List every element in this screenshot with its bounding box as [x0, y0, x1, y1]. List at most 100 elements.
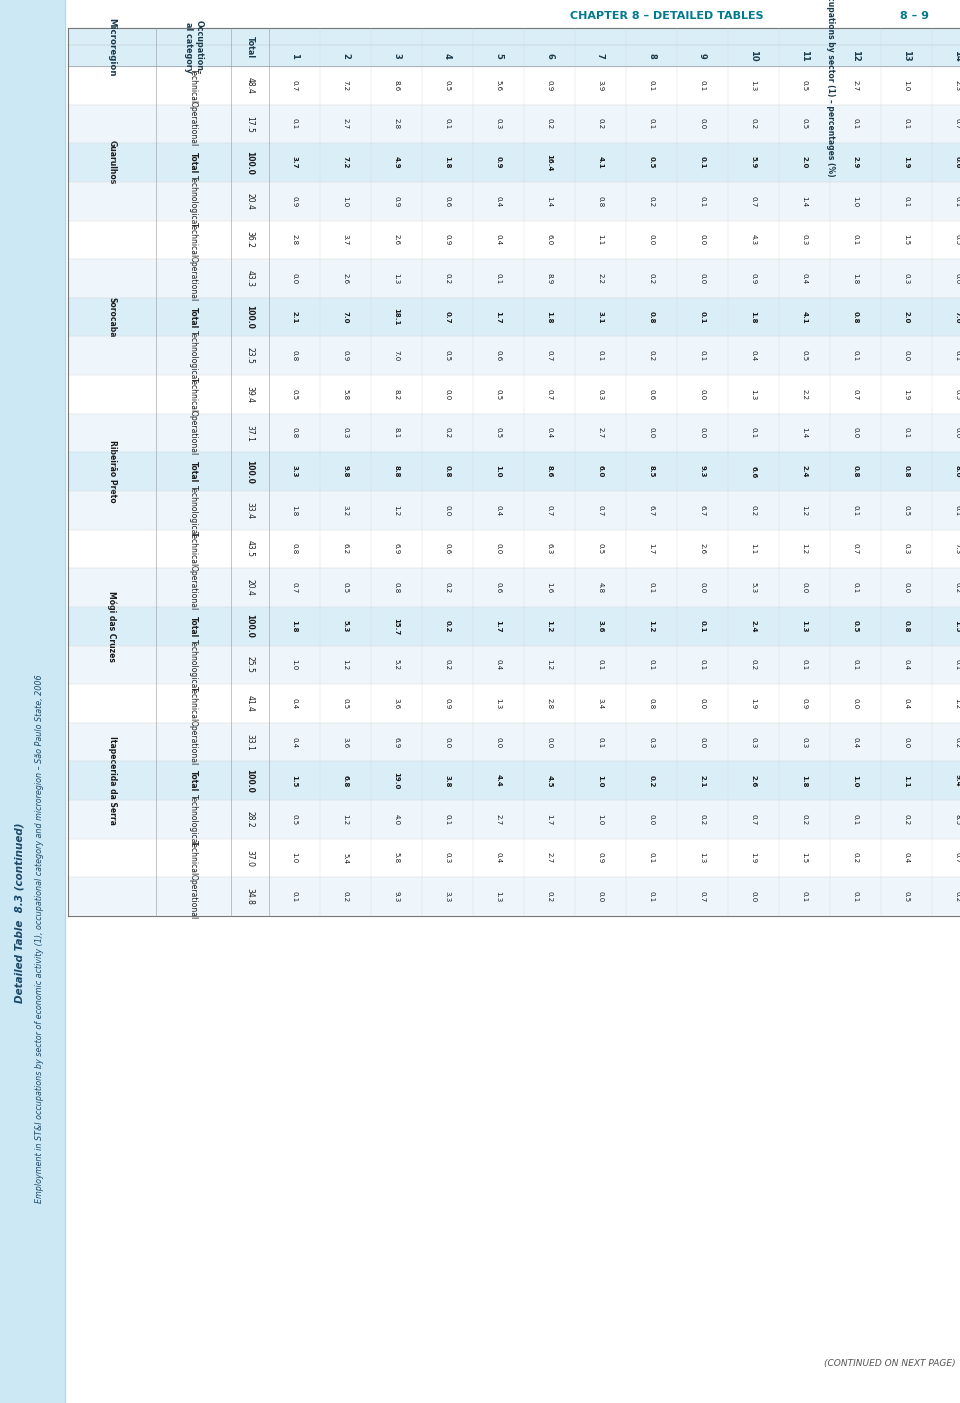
Text: 0.1: 0.1	[700, 659, 706, 671]
Bar	[68, 685, 960, 723]
Text: 0.5: 0.5	[444, 80, 450, 91]
Text: 43.3: 43.3	[246, 269, 254, 288]
Text: 0.5: 0.5	[343, 582, 348, 593]
Bar	[575, 45, 626, 66]
Text: 8.5: 8.5	[649, 466, 655, 478]
Text: 6: 6	[545, 52, 554, 59]
Text: 1.3: 1.3	[495, 891, 501, 902]
Text: 2.1: 2.1	[700, 774, 706, 787]
Text: 6.1: 6.1	[954, 505, 960, 516]
Text: Ribeirão Preto: Ribeirão Preto	[108, 441, 116, 504]
Text: 1.8: 1.8	[546, 311, 553, 323]
Text: 0.0: 0.0	[700, 428, 706, 439]
Text: 0.0: 0.0	[444, 737, 450, 748]
Text: Technical: Technical	[189, 222, 198, 258]
Text: 6.7: 6.7	[700, 505, 706, 516]
Text: 10: 10	[749, 49, 758, 62]
Text: Mógi das Cruzes: Mógi das Cruzes	[108, 591, 117, 662]
Text: 0.5: 0.5	[852, 620, 858, 633]
Bar	[68, 337, 960, 375]
Text: 1.3: 1.3	[700, 853, 706, 864]
Text: 0.5: 0.5	[954, 389, 960, 400]
Text: Technical: Technical	[189, 840, 198, 875]
Text: 0.3: 0.3	[649, 737, 655, 748]
Text: 0.1: 0.1	[903, 195, 909, 206]
Text: 5.9: 5.9	[751, 156, 756, 168]
Bar	[68, 800, 960, 839]
Text: 0.9: 0.9	[546, 80, 553, 91]
Text: 0.1: 0.1	[852, 118, 858, 129]
Text: 0.1: 0.1	[700, 311, 706, 323]
Text: 1.0: 1.0	[852, 774, 858, 787]
Text: 0.8: 0.8	[903, 466, 909, 478]
Bar	[231, 28, 269, 66]
Text: 1.7: 1.7	[495, 311, 501, 323]
Bar	[68, 375, 960, 414]
Text: 0.5: 0.5	[444, 351, 450, 362]
Text: 0.9: 0.9	[444, 697, 450, 709]
Text: 0.4: 0.4	[292, 697, 298, 709]
Text: Sorocaba: Sorocaba	[108, 297, 116, 337]
Text: 1.5: 1.5	[802, 853, 807, 864]
Text: Total: Total	[246, 36, 254, 58]
Text: 1.3: 1.3	[751, 80, 756, 91]
Text: 3.2: 3.2	[343, 505, 348, 516]
Bar	[932, 45, 960, 66]
Text: 0.9: 0.9	[751, 272, 756, 285]
Text: 0.5: 0.5	[597, 543, 604, 554]
Text: 3.8: 3.8	[444, 774, 450, 787]
Text: 0.0: 0.0	[700, 582, 706, 593]
Text: 0.2: 0.2	[700, 814, 706, 825]
Text: 0.9: 0.9	[444, 234, 450, 246]
Text: 0.1: 0.1	[700, 195, 706, 206]
Text: 3.6: 3.6	[394, 697, 399, 709]
Text: 0.7: 0.7	[546, 351, 553, 362]
Text: 4.9: 4.9	[394, 156, 399, 168]
Text: Total: Total	[189, 462, 198, 483]
Text: 1.0: 1.0	[495, 466, 501, 478]
Text: 8.6: 8.6	[546, 466, 553, 478]
Text: 0.4: 0.4	[495, 505, 501, 516]
Text: 15.7: 15.7	[394, 617, 399, 634]
Text: 0.9: 0.9	[343, 351, 348, 362]
Text: Technical: Technical	[189, 532, 198, 567]
Text: 5.8: 5.8	[343, 389, 348, 400]
Text: 2.6: 2.6	[751, 774, 756, 787]
Text: 0.4: 0.4	[903, 853, 909, 864]
Bar	[779, 45, 830, 66]
Text: 13: 13	[902, 49, 911, 62]
Text: 1.3: 1.3	[394, 272, 399, 285]
Text: 0.1: 0.1	[852, 351, 858, 362]
Text: 8: 8	[647, 53, 656, 59]
Text: 0.7: 0.7	[444, 311, 450, 323]
Text: 0.1: 0.1	[444, 814, 450, 825]
Text: 0.4: 0.4	[495, 853, 501, 864]
Text: Operational: Operational	[189, 255, 198, 302]
Text: 4.8: 4.8	[597, 582, 604, 593]
Text: 3.7: 3.7	[292, 156, 298, 168]
Text: 0.7: 0.7	[852, 543, 858, 554]
Text: 0.4: 0.4	[903, 697, 909, 709]
Text: Employment in ST&I occupations by sector of economic activity (1), occupational : Employment in ST&I occupations by sector…	[36, 675, 44, 1202]
Text: 0.0: 0.0	[700, 737, 706, 748]
Text: 0.0: 0.0	[903, 582, 909, 593]
Text: 0.1: 0.1	[700, 351, 706, 362]
Text: 0.2: 0.2	[444, 274, 450, 283]
Text: 3.4: 3.4	[597, 697, 604, 709]
Text: 7.3: 7.3	[954, 543, 960, 554]
Text: 1.8: 1.8	[444, 156, 450, 168]
Text: 0.1: 0.1	[597, 659, 604, 671]
Text: 1.3: 1.3	[802, 620, 807, 633]
Text: 100.0: 100.0	[246, 769, 254, 793]
Text: 3: 3	[392, 53, 401, 59]
Text: 0.4: 0.4	[903, 659, 909, 671]
Bar	[728, 45, 779, 66]
Text: 1.8: 1.8	[802, 774, 807, 787]
Bar	[156, 28, 231, 66]
Text: 0.3: 0.3	[495, 118, 501, 129]
Text: 0.0: 0.0	[954, 272, 960, 285]
Text: 0.0: 0.0	[495, 543, 501, 554]
Bar	[881, 45, 932, 66]
Text: 0.8: 0.8	[292, 543, 298, 554]
Bar	[422, 45, 473, 66]
